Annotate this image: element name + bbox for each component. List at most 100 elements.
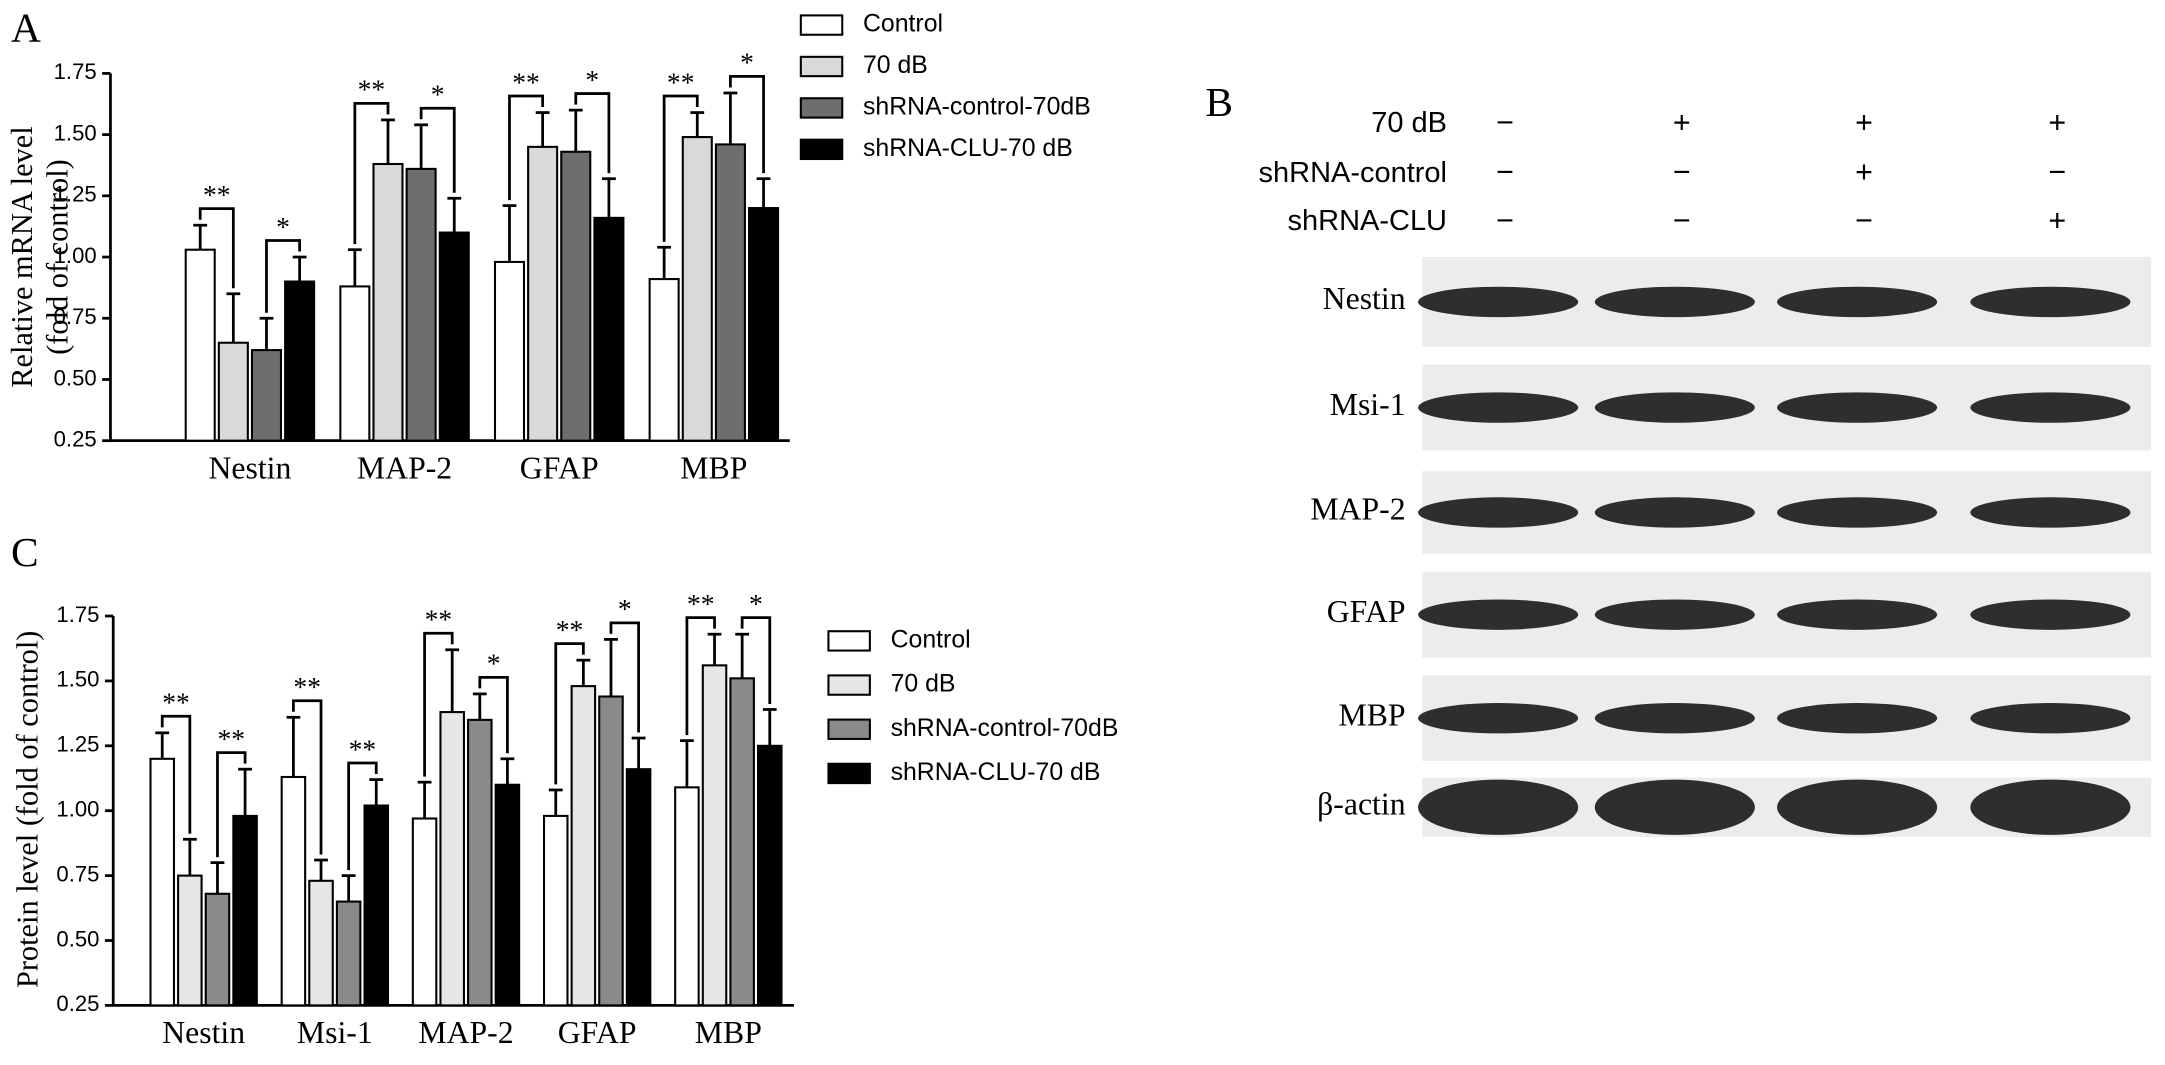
legend-label: shRNA-CLU-70 dB <box>891 759 1101 786</box>
legend-label: 70 dB <box>891 671 956 698</box>
significance-bracket <box>662 94 699 242</box>
blot-band <box>1594 703 1755 734</box>
blot-band <box>1970 497 2131 528</box>
blot-band <box>1970 392 2131 423</box>
legend-label: shRNA-control-70dB <box>891 715 1119 742</box>
significance-label: ** <box>349 733 377 764</box>
blot-band <box>1418 286 1579 318</box>
significance-label: * <box>740 47 754 78</box>
legend-swatch <box>799 97 844 119</box>
panel-label: B <box>1205 79 1233 125</box>
significance-bracket <box>729 75 765 174</box>
bar <box>308 879 334 1007</box>
significance-bracket <box>292 699 323 855</box>
bar <box>748 207 780 442</box>
blot-band <box>1594 599 1755 630</box>
bar <box>335 900 362 1007</box>
significance-bracket <box>478 675 509 754</box>
treatment-sign: + <box>2048 205 2066 238</box>
blot-band <box>1418 392 1579 423</box>
bar <box>339 285 371 442</box>
bar <box>177 874 203 1007</box>
blot-band <box>1418 703 1579 734</box>
bar <box>542 814 569 1007</box>
y-axis-label: (fold of control) <box>41 159 75 355</box>
bar <box>494 783 521 1007</box>
legend-label: shRNA-control-70dB <box>863 93 1091 120</box>
blot-band <box>1594 392 1755 423</box>
x-tick-label: MBP <box>680 450 747 485</box>
x-tick-label: Nestin <box>208 450 291 485</box>
significance-label: ** <box>162 687 190 718</box>
bar <box>593 216 625 442</box>
bar <box>149 757 176 1007</box>
significance-label: ** <box>425 604 453 635</box>
y-tick-label: 0.50 <box>54 365 97 390</box>
x-tick-label: MAP-2 <box>418 1015 513 1050</box>
significance-bracket <box>160 714 192 834</box>
significance-bracket <box>740 616 772 704</box>
bar <box>363 804 390 1007</box>
significance-label: ** <box>358 74 386 105</box>
legend-label: 70 dB <box>863 52 928 79</box>
significance-label: ** <box>556 614 584 645</box>
significance-bracket <box>609 621 640 733</box>
bar <box>284 280 316 442</box>
significance-bracket <box>265 239 302 313</box>
significance-label: ** <box>293 671 321 702</box>
significance-bracket <box>353 101 390 245</box>
legend-swatch <box>827 762 871 785</box>
bar <box>184 248 216 442</box>
x-tick-label: Nestin <box>162 1015 245 1050</box>
blot-band <box>1418 497 1579 528</box>
y-tick-label: 1.75 <box>56 602 99 627</box>
significance-label: * <box>431 79 445 110</box>
blot-band <box>1594 497 1755 528</box>
treatment-sign: + <box>1855 156 1873 189</box>
treatment-sign: − <box>1496 107 1514 140</box>
y-tick-label: 1.00 <box>54 243 97 268</box>
significance-bracket <box>198 207 235 289</box>
y-tick-label: 1.00 <box>56 797 99 822</box>
y-tick-label: 0.75 <box>56 861 99 886</box>
bar <box>756 744 783 1007</box>
x-tick-label: MAP-2 <box>357 450 452 485</box>
y-axis-label: Relative mRNA level <box>5 126 39 387</box>
bar <box>438 231 470 442</box>
blot-band <box>1777 286 1938 318</box>
significance-bracket <box>685 616 716 736</box>
blot-band <box>1970 703 2131 734</box>
y-tick-label: 1.50 <box>56 667 99 692</box>
blot-band <box>1777 703 1938 734</box>
significance-label: ** <box>203 179 231 210</box>
blot-row-label: Nestin <box>1323 281 1406 316</box>
significance-label: ** <box>217 723 245 754</box>
blot-band <box>1777 779 1938 835</box>
bar <box>467 718 493 1007</box>
panel-label: C <box>11 529 39 575</box>
legend-swatch <box>827 674 871 696</box>
treatment-sign: + <box>1855 107 1873 140</box>
bar <box>648 278 680 442</box>
y-tick-label: 1.25 <box>56 732 99 757</box>
panel-label: A <box>11 4 41 50</box>
bar <box>701 664 728 1007</box>
significance-bracket <box>423 631 454 777</box>
significance-label: ** <box>667 66 695 97</box>
treatment-sign: − <box>1855 205 1873 238</box>
bar <box>625 768 652 1007</box>
significance-label: * <box>749 588 763 619</box>
treatment-sign: + <box>1673 107 1691 140</box>
significance-label: * <box>618 593 632 624</box>
bar <box>411 817 438 1007</box>
bar <box>674 786 700 1007</box>
bar <box>280 775 307 1007</box>
x-tick-label: MBP <box>695 1015 762 1050</box>
bar <box>204 892 231 1007</box>
treatment-sign: + <box>2048 107 2066 140</box>
bar <box>405 167 437 442</box>
significance-bracket <box>554 642 585 785</box>
legend-swatch <box>827 718 871 740</box>
x-tick-label: Msi-1 <box>297 1015 373 1050</box>
